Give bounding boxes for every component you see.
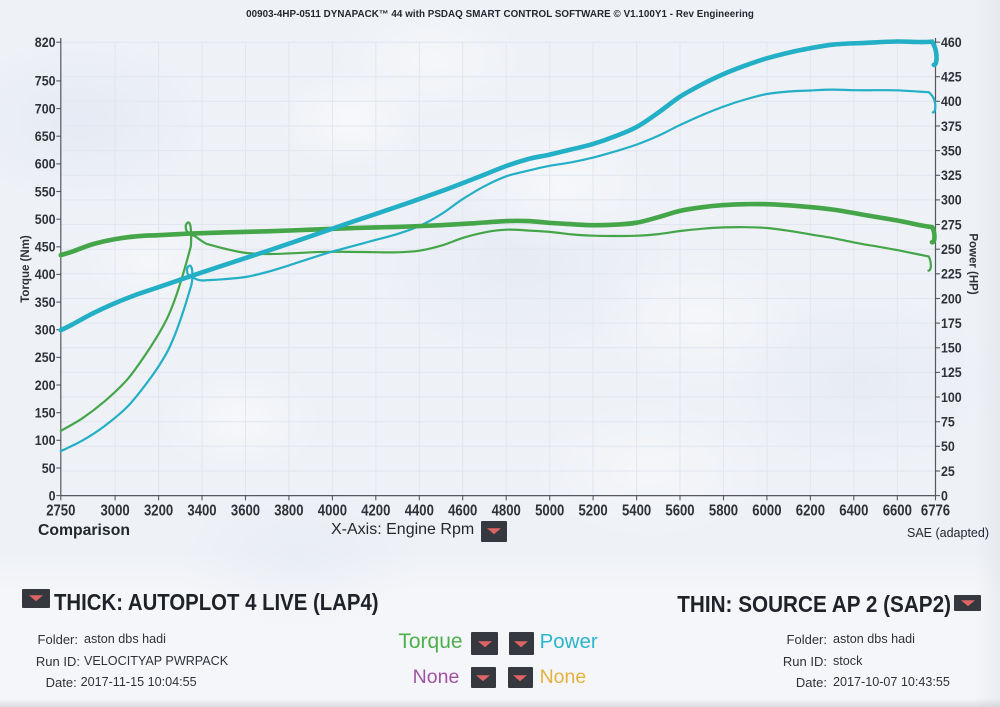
svg-text:700: 700 — [35, 100, 56, 116]
svg-text:400: 400 — [941, 93, 962, 109]
svg-text:0: 0 — [49, 487, 56, 503]
svg-text:400: 400 — [35, 266, 56, 282]
svg-text:4200: 4200 — [361, 503, 390, 520]
svg-text:820: 820 — [35, 34, 56, 50]
svg-text:300: 300 — [941, 192, 962, 208]
svg-text:350: 350 — [941, 142, 962, 158]
svg-text:3800: 3800 — [274, 503, 303, 520]
svg-text:4600: 4600 — [448, 503, 477, 520]
svg-text:150: 150 — [941, 340, 962, 356]
svg-text:Torque (Nm): Torque (Nm) — [20, 235, 32, 303]
svg-text:0: 0 — [941, 487, 948, 503]
svg-text:2750: 2750 — [46, 503, 75, 520]
svg-text:6776: 6776 — [921, 503, 951, 520]
svg-text:450: 450 — [35, 239, 56, 255]
svg-text:250: 250 — [35, 349, 56, 365]
svg-text:3400: 3400 — [187, 503, 216, 520]
svg-text:4000: 4000 — [318, 503, 347, 520]
svg-text:550: 550 — [35, 183, 56, 199]
svg-text:5000: 5000 — [535, 503, 564, 520]
svg-text:5800: 5800 — [709, 503, 738, 520]
svg-text:5200: 5200 — [579, 503, 608, 520]
svg-text:Power (HP): Power (HP) — [967, 233, 979, 295]
svg-text:3200: 3200 — [144, 503, 173, 520]
svg-text:25: 25 — [941, 463, 955, 479]
svg-text:50: 50 — [42, 460, 56, 476]
svg-text:460: 460 — [941, 34, 962, 50]
svg-text:375: 375 — [941, 118, 962, 134]
svg-text:200: 200 — [35, 377, 56, 393]
svg-text:3000: 3000 — [101, 503, 130, 520]
svg-text:325: 325 — [941, 167, 962, 183]
svg-text:250: 250 — [941, 241, 962, 257]
svg-text:6000: 6000 — [752, 503, 781, 520]
svg-text:4800: 4800 — [492, 503, 521, 520]
svg-text:425: 425 — [941, 69, 962, 85]
svg-text:500: 500 — [35, 211, 56, 227]
svg-text:125: 125 — [941, 364, 962, 380]
svg-text:3600: 3600 — [231, 503, 260, 520]
svg-text:5600: 5600 — [665, 503, 694, 520]
svg-text:6400: 6400 — [839, 503, 868, 520]
svg-text:150: 150 — [35, 405, 56, 421]
svg-text:50: 50 — [941, 438, 955, 454]
svg-text:750: 750 — [35, 73, 56, 89]
svg-text:600: 600 — [35, 156, 56, 172]
svg-text:6600: 6600 — [883, 503, 912, 520]
svg-text:5400: 5400 — [622, 503, 651, 520]
svg-text:75: 75 — [941, 414, 955, 430]
svg-text:650: 650 — [35, 128, 56, 144]
svg-text:225: 225 — [941, 266, 962, 282]
svg-text:175: 175 — [941, 315, 962, 331]
svg-text:100: 100 — [941, 389, 962, 405]
svg-text:300: 300 — [35, 322, 56, 338]
svg-text:4400: 4400 — [405, 503, 434, 520]
svg-text:275: 275 — [941, 216, 962, 232]
svg-text:200: 200 — [941, 290, 962, 306]
svg-text:350: 350 — [35, 294, 56, 310]
svg-text:100: 100 — [35, 432, 56, 448]
svg-text:6200: 6200 — [796, 503, 825, 520]
